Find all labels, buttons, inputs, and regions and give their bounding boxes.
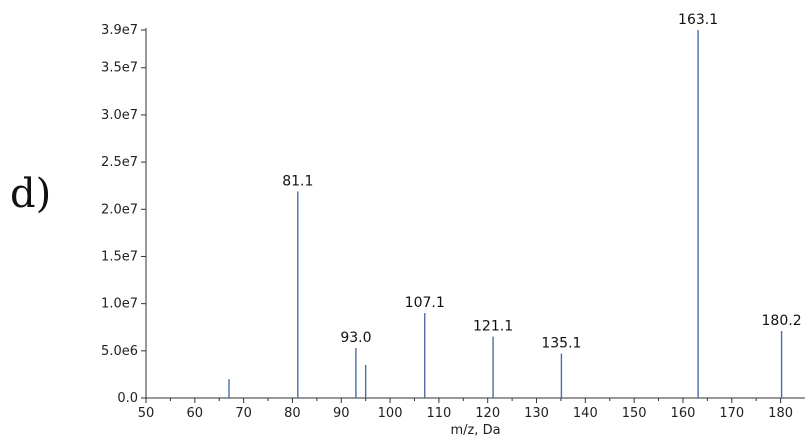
x-tick-label: 90	[333, 406, 350, 421]
x-tick-label: 130	[524, 406, 549, 421]
peak-label: 121.1	[473, 319, 513, 335]
panel-label: d)	[10, 171, 51, 217]
x-tick-label: 150	[622, 406, 647, 421]
y-tick-label: 3.5e7	[101, 61, 138, 76]
y-tick-label: 3.9e7	[101, 23, 138, 38]
x-tick-label: 180	[768, 406, 793, 421]
x-tick-label: 60	[187, 406, 204, 421]
peak-label: 93.0	[340, 330, 371, 346]
y-tick-label: 2.5e7	[101, 155, 138, 170]
x-tick-label: 80	[284, 406, 301, 421]
x-axis-title: m/z, Da	[450, 423, 500, 438]
peak-label: 107.1	[405, 295, 445, 311]
peaks: 81.1 93.0 107.1 121.1 135.1 163.1 180.2	[228, 12, 802, 398]
x-tick-label: 160	[671, 406, 696, 421]
x-tick-label: 50	[138, 406, 155, 421]
x-tick-label: 140	[573, 406, 598, 421]
x-tick-label: 100	[378, 406, 403, 421]
x-tick-label: 170	[719, 406, 744, 421]
axes: 0.0 5.0e6 1.0e7 1.5e7 2.0e7 2.5e7 3.0e7 3.5e7 3.…	[101, 23, 805, 421]
peak-label: 180.2	[762, 313, 802, 329]
y-tick-label: 1.5e7	[101, 249, 138, 264]
y-tick-label: 0.0	[117, 391, 138, 406]
y-tick-label: 3.0e7	[101, 108, 138, 123]
y-tick-label: 2.0e7	[101, 202, 138, 217]
x-tick-label: 120	[475, 406, 500, 421]
peak-label: 81.1	[282, 173, 313, 189]
y-tick-label: 5.0e6	[101, 344, 138, 359]
x-tick-label: 110	[426, 406, 451, 421]
peak-label: 135.1	[541, 336, 581, 352]
x-tick-label: 70	[235, 406, 252, 421]
y-tick-label: 1.0e7	[101, 297, 138, 312]
peak-label: 163.1	[678, 12, 718, 28]
